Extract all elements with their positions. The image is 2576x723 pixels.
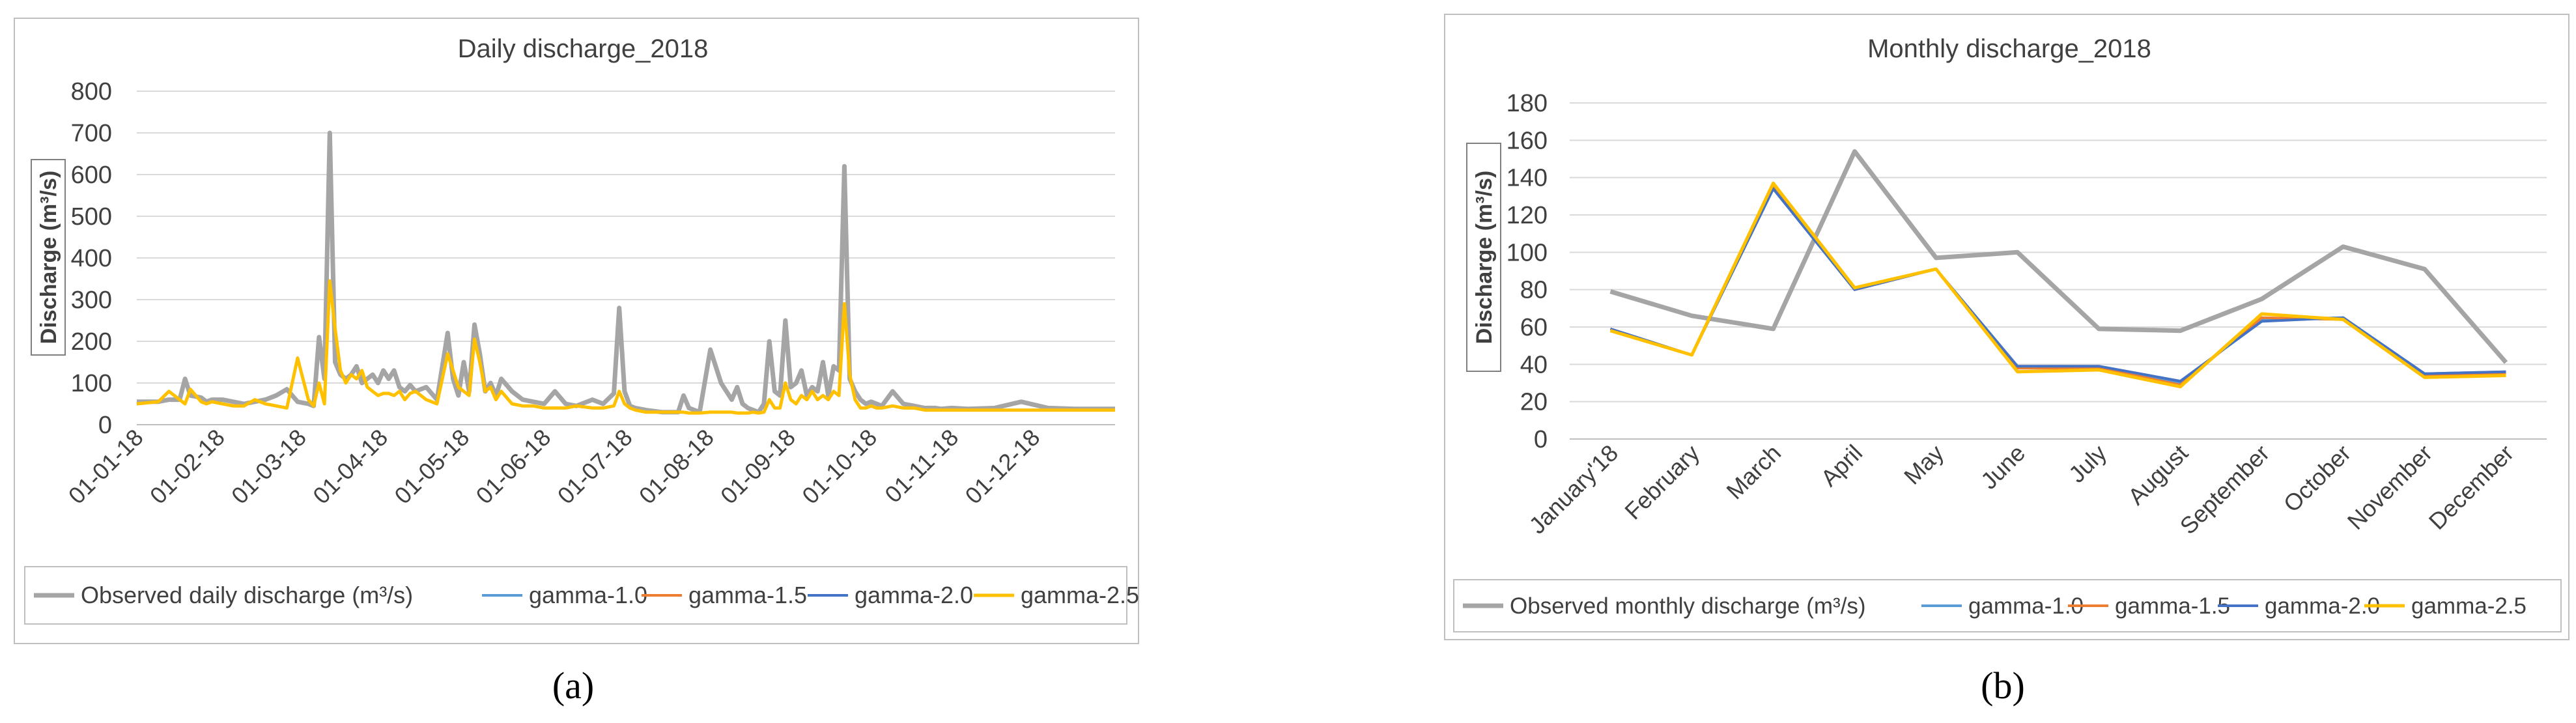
chart-a-series-line	[136, 279, 1115, 415]
chart-b-series-line	[1609, 149, 2508, 364]
chart-b-legend-label: gamma-1.0	[1968, 593, 2084, 619]
chart-a-y-tick-label: 0	[98, 412, 112, 439]
chart-a-y-tick-label: 600	[71, 162, 112, 189]
chart-b-legend-label: Observed monthly discharge (m³/s)	[1510, 593, 1866, 619]
chart-b-legend: Observed monthly discharge (m³/s) gamma-1…	[1463, 593, 2526, 619]
chart-b-y-tick-label: 80	[1520, 277, 1548, 304]
chart-a-y-tick-labels: 0 100 200 300 400 500 600 700 800	[71, 78, 112, 439]
chart-b-y-tick-label: 140	[1507, 165, 1548, 192]
chart-b-y-tick-label: 180	[1507, 90, 1548, 117]
chart-a-ylabel-box	[31, 159, 66, 356]
chart-a-y-tick-label: 300	[71, 287, 112, 314]
chart-a-ylabel: Discharge (m³/s)	[36, 171, 61, 344]
chart-b-series-line	[1609, 187, 2506, 383]
chart-b-legend-label: gamma-1.5	[2115, 593, 2230, 619]
chart-b-y-tick-label: 20	[1520, 389, 1548, 416]
chart-b-y-tick-label: 160	[1507, 127, 1548, 154]
chart-b-ylabel: Discharge (m³/s)	[1472, 171, 1497, 344]
chart-a-series	[136, 130, 1115, 415]
chart-a-legend-label: gamma-1.0	[529, 582, 647, 608]
caption-b: (b)	[1981, 664, 2025, 707]
chart-b-y-tick-label: 0	[1534, 426, 1548, 453]
chart-a-legend-box	[24, 566, 1127, 625]
chart-b-ylabel-box	[1466, 143, 1501, 372]
chart-a-frame	[14, 18, 1139, 644]
chart-a-legend-label: Observed daily discharge (m³/s)	[81, 582, 413, 608]
chart-b: Monthly discharge_2018 0 20 40 60 80 100 120 14…	[1444, 14, 2569, 640]
chart-b-legend-label: gamma-2.5	[2411, 593, 2526, 619]
chart-a-y-tick-label: 100	[71, 370, 112, 397]
chart-a-y-tick-label: 400	[71, 245, 112, 272]
chart-b-y-tick-label: 40	[1520, 351, 1548, 378]
chart-b-y-tick-label: 100	[1507, 239, 1548, 266]
chart-b-title: Monthly discharge_2018	[1867, 35, 2151, 63]
chart-a-legend-label: gamma-1.5	[688, 582, 807, 608]
caption-a: (a)	[552, 664, 594, 707]
chart-a-legend-label: gamma-2.5	[1021, 582, 1139, 608]
chart-a-legend-label: gamma-2.0	[855, 582, 973, 608]
chart-b-y-tick-label: 120	[1507, 202, 1548, 229]
chart-b-legend-label: gamma-2.0	[2265, 593, 2380, 619]
chart-a-gridlines	[137, 91, 1115, 425]
chart-a-y-tick-label: 500	[71, 203, 112, 231]
chart-a-y-tick-label: 200	[71, 328, 112, 356]
chart-a-legend: Observed daily discharge (m³/s) gamma-1.0…	[34, 582, 1139, 608]
chart-a: Daily discharge_2018 0 100 200 300 400 500 600…	[14, 18, 1139, 644]
chart-a-title: Daily discharge_2018	[458, 35, 709, 63]
chart-b-series-line	[1609, 181, 2506, 389]
chart-b-series	[1609, 149, 2508, 389]
chart-a-y-tick-label: 700	[71, 120, 112, 147]
chart-b-y-tick-labels: 0 20 40 60 80 100 120 140 160 180	[1507, 90, 1548, 453]
chart-a-y-tick-label: 800	[71, 78, 112, 106]
chart-b-y-tick-label: 60	[1520, 314, 1548, 341]
